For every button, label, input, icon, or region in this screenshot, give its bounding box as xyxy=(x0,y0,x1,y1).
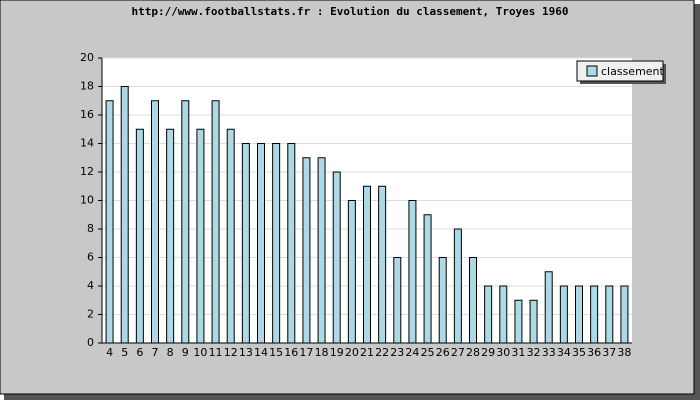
x-tick-label: 11 xyxy=(209,346,223,359)
x-tick-label: 38 xyxy=(617,346,631,359)
bar xyxy=(605,285,614,344)
bar xyxy=(257,143,265,344)
bar xyxy=(287,143,296,344)
bar xyxy=(272,143,281,344)
bar xyxy=(317,157,326,344)
bar xyxy=(332,171,341,344)
x-tick-label: 15 xyxy=(269,346,283,359)
x-tick-label: 34 xyxy=(557,346,571,359)
x-tick-label: 13 xyxy=(239,346,253,359)
y-tick-label: 2 xyxy=(87,308,94,321)
legend-swatch xyxy=(586,65,598,77)
x-tick-label: 20 xyxy=(345,346,359,359)
legend xyxy=(576,60,666,84)
bar xyxy=(408,200,417,344)
x-tick-label: 26 xyxy=(436,346,450,359)
x-tick-label: 30 xyxy=(496,346,510,359)
x-tick-label: 31 xyxy=(511,346,525,359)
x-tick-label: 6 xyxy=(136,346,143,359)
bar xyxy=(544,271,553,344)
x-tick-label: 16 xyxy=(284,346,298,359)
x-tick-label: 7 xyxy=(152,346,159,359)
x-tick-label: 21 xyxy=(360,346,374,359)
x-tick-label: 19 xyxy=(330,346,344,359)
bar xyxy=(499,285,508,344)
bar xyxy=(226,128,235,344)
bar xyxy=(438,257,447,344)
y-tick-label: 8 xyxy=(87,222,94,235)
x-tick-label: 8 xyxy=(167,346,174,359)
x-tick-label: 5 xyxy=(121,346,128,359)
x-tick-label: 37 xyxy=(602,346,616,359)
x-tick-label: 18 xyxy=(315,346,329,359)
bar xyxy=(105,100,114,344)
legend-box xyxy=(576,60,664,82)
bar xyxy=(514,299,523,344)
x-tick-label: 36 xyxy=(587,346,601,359)
bar xyxy=(211,100,220,344)
y-tick-label: 18 xyxy=(80,80,94,93)
x-tick-label: 4 xyxy=(106,346,113,359)
bar xyxy=(484,285,493,344)
bar xyxy=(620,285,629,344)
bar xyxy=(590,285,599,344)
bar xyxy=(363,185,371,344)
x-tick-label: 12 xyxy=(224,346,238,359)
bar xyxy=(151,100,159,344)
bar xyxy=(181,100,190,344)
y-tick-label: 10 xyxy=(80,194,94,207)
y-tick-label: 0 xyxy=(87,336,94,349)
chart-title: http://www.footballstats.fr : Evolution … xyxy=(131,5,568,18)
bar xyxy=(378,185,387,344)
bar xyxy=(559,285,568,344)
x-tick-label: 25 xyxy=(421,346,435,359)
bar xyxy=(120,86,129,344)
bar xyxy=(575,285,583,344)
x-tick-label: 23 xyxy=(390,346,404,359)
x-tick-label: 32 xyxy=(527,346,541,359)
bar xyxy=(166,128,175,344)
x-tick-label: 9 xyxy=(182,346,189,359)
x-tick-label: 33 xyxy=(542,346,556,359)
bar xyxy=(453,228,462,344)
bar xyxy=(135,128,144,344)
bar xyxy=(423,214,432,344)
y-tick-label: 16 xyxy=(80,108,94,121)
y-tick-label: 20 xyxy=(80,51,94,64)
bar xyxy=(196,128,205,344)
legend-label: classement xyxy=(601,65,665,78)
bar xyxy=(347,200,356,344)
x-tick-label: 22 xyxy=(375,346,389,359)
bar xyxy=(241,143,250,344)
x-tick-label: 10 xyxy=(193,346,207,359)
y-tick-label: 14 xyxy=(80,137,94,150)
bar xyxy=(529,299,538,344)
x-tick-label: 14 xyxy=(254,346,268,359)
y-tick-label: 6 xyxy=(87,251,94,264)
x-tick-label: 29 xyxy=(481,346,495,359)
y-tick-label: 12 xyxy=(80,165,94,178)
x-tick-label: 28 xyxy=(466,346,480,359)
x-tick-label: 24 xyxy=(405,346,419,359)
bar xyxy=(393,257,402,344)
y-tick-label: 4 xyxy=(87,279,94,292)
x-tick-label: 27 xyxy=(451,346,465,359)
bar xyxy=(302,157,311,344)
x-tick-label: 17 xyxy=(299,346,313,359)
x-tick-label: 35 xyxy=(572,346,586,359)
bar xyxy=(469,257,477,344)
